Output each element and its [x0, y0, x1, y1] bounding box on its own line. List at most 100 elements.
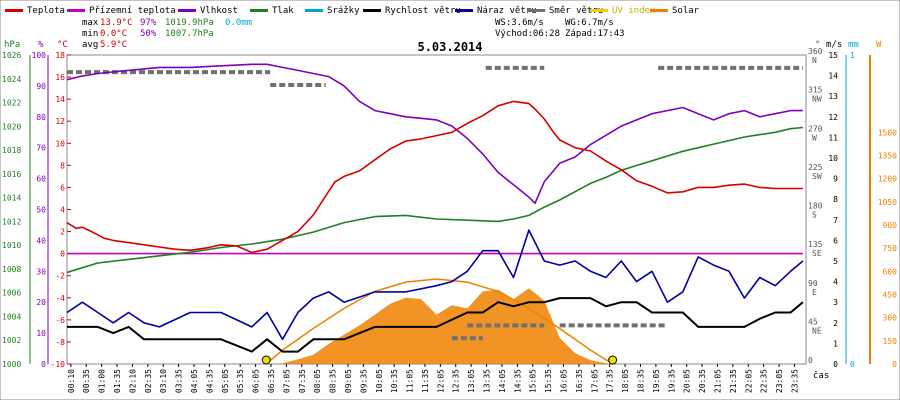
stats-min-press: 1007.7hPa [165, 29, 214, 39]
x-tick: 13:05 [467, 369, 476, 393]
x-tick: 14:05 [498, 369, 507, 393]
hpa-tick: 1016 [2, 170, 21, 179]
dir-tick: 135 [808, 240, 823, 249]
ms-tick: 13 [828, 92, 838, 101]
ms-tick: 4 [833, 278, 838, 287]
legend-swatch [590, 9, 608, 12]
x-tick: 16:35 [575, 369, 584, 393]
stats-max-hum: 97% [140, 18, 157, 28]
w-tick: 600 [883, 267, 898, 276]
pct-tick: 20 [36, 298, 46, 307]
ms-tick: 8 [833, 195, 838, 204]
pct-tick: 50 [36, 206, 46, 215]
x-tick: 18:05 [621, 369, 630, 393]
sunset-time: Západ:17:43 [565, 29, 625, 39]
x-tick: 23:05 [775, 369, 784, 393]
dir-tick-compass: NW [812, 95, 822, 104]
wind-gust-max: WG:6.7m/s [565, 18, 614, 28]
legend-label: Přízemní teplota [89, 6, 176, 16]
x-axis: 00:10 00:35 01:00 01:35 02:10 02:35 03:10 03:35… [67, 364, 829, 393]
pct-tick: 40 [36, 236, 46, 245]
w-tick: 750 [883, 244, 898, 253]
stats-min-temp: 0.0°C [100, 29, 127, 39]
hpa-tick: 1010 [2, 241, 21, 250]
hpa-tick: 1022 [2, 99, 21, 108]
x-tick: 08:05 [313, 369, 322, 393]
pct-tick: 80 [36, 113, 46, 122]
dir-tick-compass: NE [812, 326, 822, 335]
dir-tick-compass: N [812, 56, 817, 65]
legend-swatch [650, 9, 668, 12]
x-tick: 12:05 [436, 369, 445, 393]
c-tick: 6 [60, 183, 65, 192]
x-tick: 07:05 [282, 369, 291, 393]
c-tick: 10 [55, 139, 65, 148]
dir-tick: 90 [808, 279, 818, 288]
series [66, 63, 804, 365]
c-tick: 8 [60, 161, 65, 170]
w-tick: 1350 [878, 151, 897, 160]
pct-tick: 60 [36, 175, 46, 184]
c-tick: 2 [60, 228, 65, 237]
ms-tick: 2 [833, 319, 838, 328]
ms-tick: 10 [828, 154, 838, 163]
legend-label: Náraz větru [477, 6, 537, 16]
pct-tick: 0 [41, 360, 46, 369]
legend-swatch [5, 9, 23, 12]
x-tick: 21:05 [713, 369, 722, 393]
pct-tick: 10 [36, 329, 46, 338]
x-tick: 07:35 [298, 369, 307, 393]
hpa-tick: 1004 [2, 312, 21, 321]
hpa-tick: 1000 [2, 360, 21, 369]
x-axis-label: čas [813, 370, 829, 381]
stats-avg-label: avg [82, 40, 98, 50]
x-tick: 18:35 [636, 369, 645, 393]
x-tick: 09:05 [344, 369, 353, 393]
hpa-tick: 1002 [2, 336, 21, 345]
series-vlhkost [66, 63, 803, 205]
ms-tick: 5 [833, 257, 838, 266]
legend-swatch [250, 9, 268, 12]
c-tick: 12 [55, 117, 65, 126]
hpa-tick: 1018 [2, 146, 21, 155]
c-tick: 0 [60, 250, 65, 259]
pct-tick: 70 [36, 144, 46, 153]
x-tick: 03:10 [159, 369, 168, 393]
x-tick: 15:35 [544, 369, 553, 393]
dir-axis-label: ° [815, 40, 820, 50]
legend-swatch [527, 9, 545, 12]
sunrise-time: Východ:06:28 [495, 29, 560, 39]
x-tick: 12:35 [452, 369, 461, 393]
hpa-tick: 1014 [2, 194, 21, 203]
c-tick: 14 [55, 95, 65, 104]
x-tick: 21:35 [729, 369, 738, 393]
stats-max-rain: 0.0mm [225, 18, 252, 28]
pct-tick: 100 [32, 51, 47, 60]
w-tick: 150 [883, 337, 898, 346]
stats-max-temp: 13.9°C [100, 18, 133, 28]
series-n-raz-v-tru [66, 229, 804, 341]
ms-tick: 6 [833, 236, 838, 245]
legend-label: Rychlost větru [385, 6, 461, 16]
ms-tick: 1 [833, 339, 838, 348]
dir-tick-compass: SE [812, 249, 822, 258]
stats-min-label: min [82, 29, 98, 39]
hpa-tick: 1026 [2, 51, 21, 60]
ms-axis-label: m/s [826, 40, 842, 50]
sunset-marker [608, 355, 618, 365]
x-tick: 03:35 [175, 369, 184, 393]
x-tick: 13:35 [483, 369, 492, 393]
dir-tick: 45 [808, 317, 818, 326]
stats-min-hum: 50% [140, 29, 157, 39]
w-tick: 450 [883, 290, 898, 299]
c-tick: -6 [55, 316, 65, 325]
stats-max-press: 1019.9hPa [165, 18, 214, 28]
c-tick: 4 [60, 206, 65, 215]
legend-label: Teplota [27, 6, 65, 16]
x-tick: 05:05 [221, 369, 230, 393]
dir-tick-compass: W [812, 133, 817, 142]
mm-axis-label: mm [848, 40, 859, 50]
series-teplota [66, 100, 803, 254]
